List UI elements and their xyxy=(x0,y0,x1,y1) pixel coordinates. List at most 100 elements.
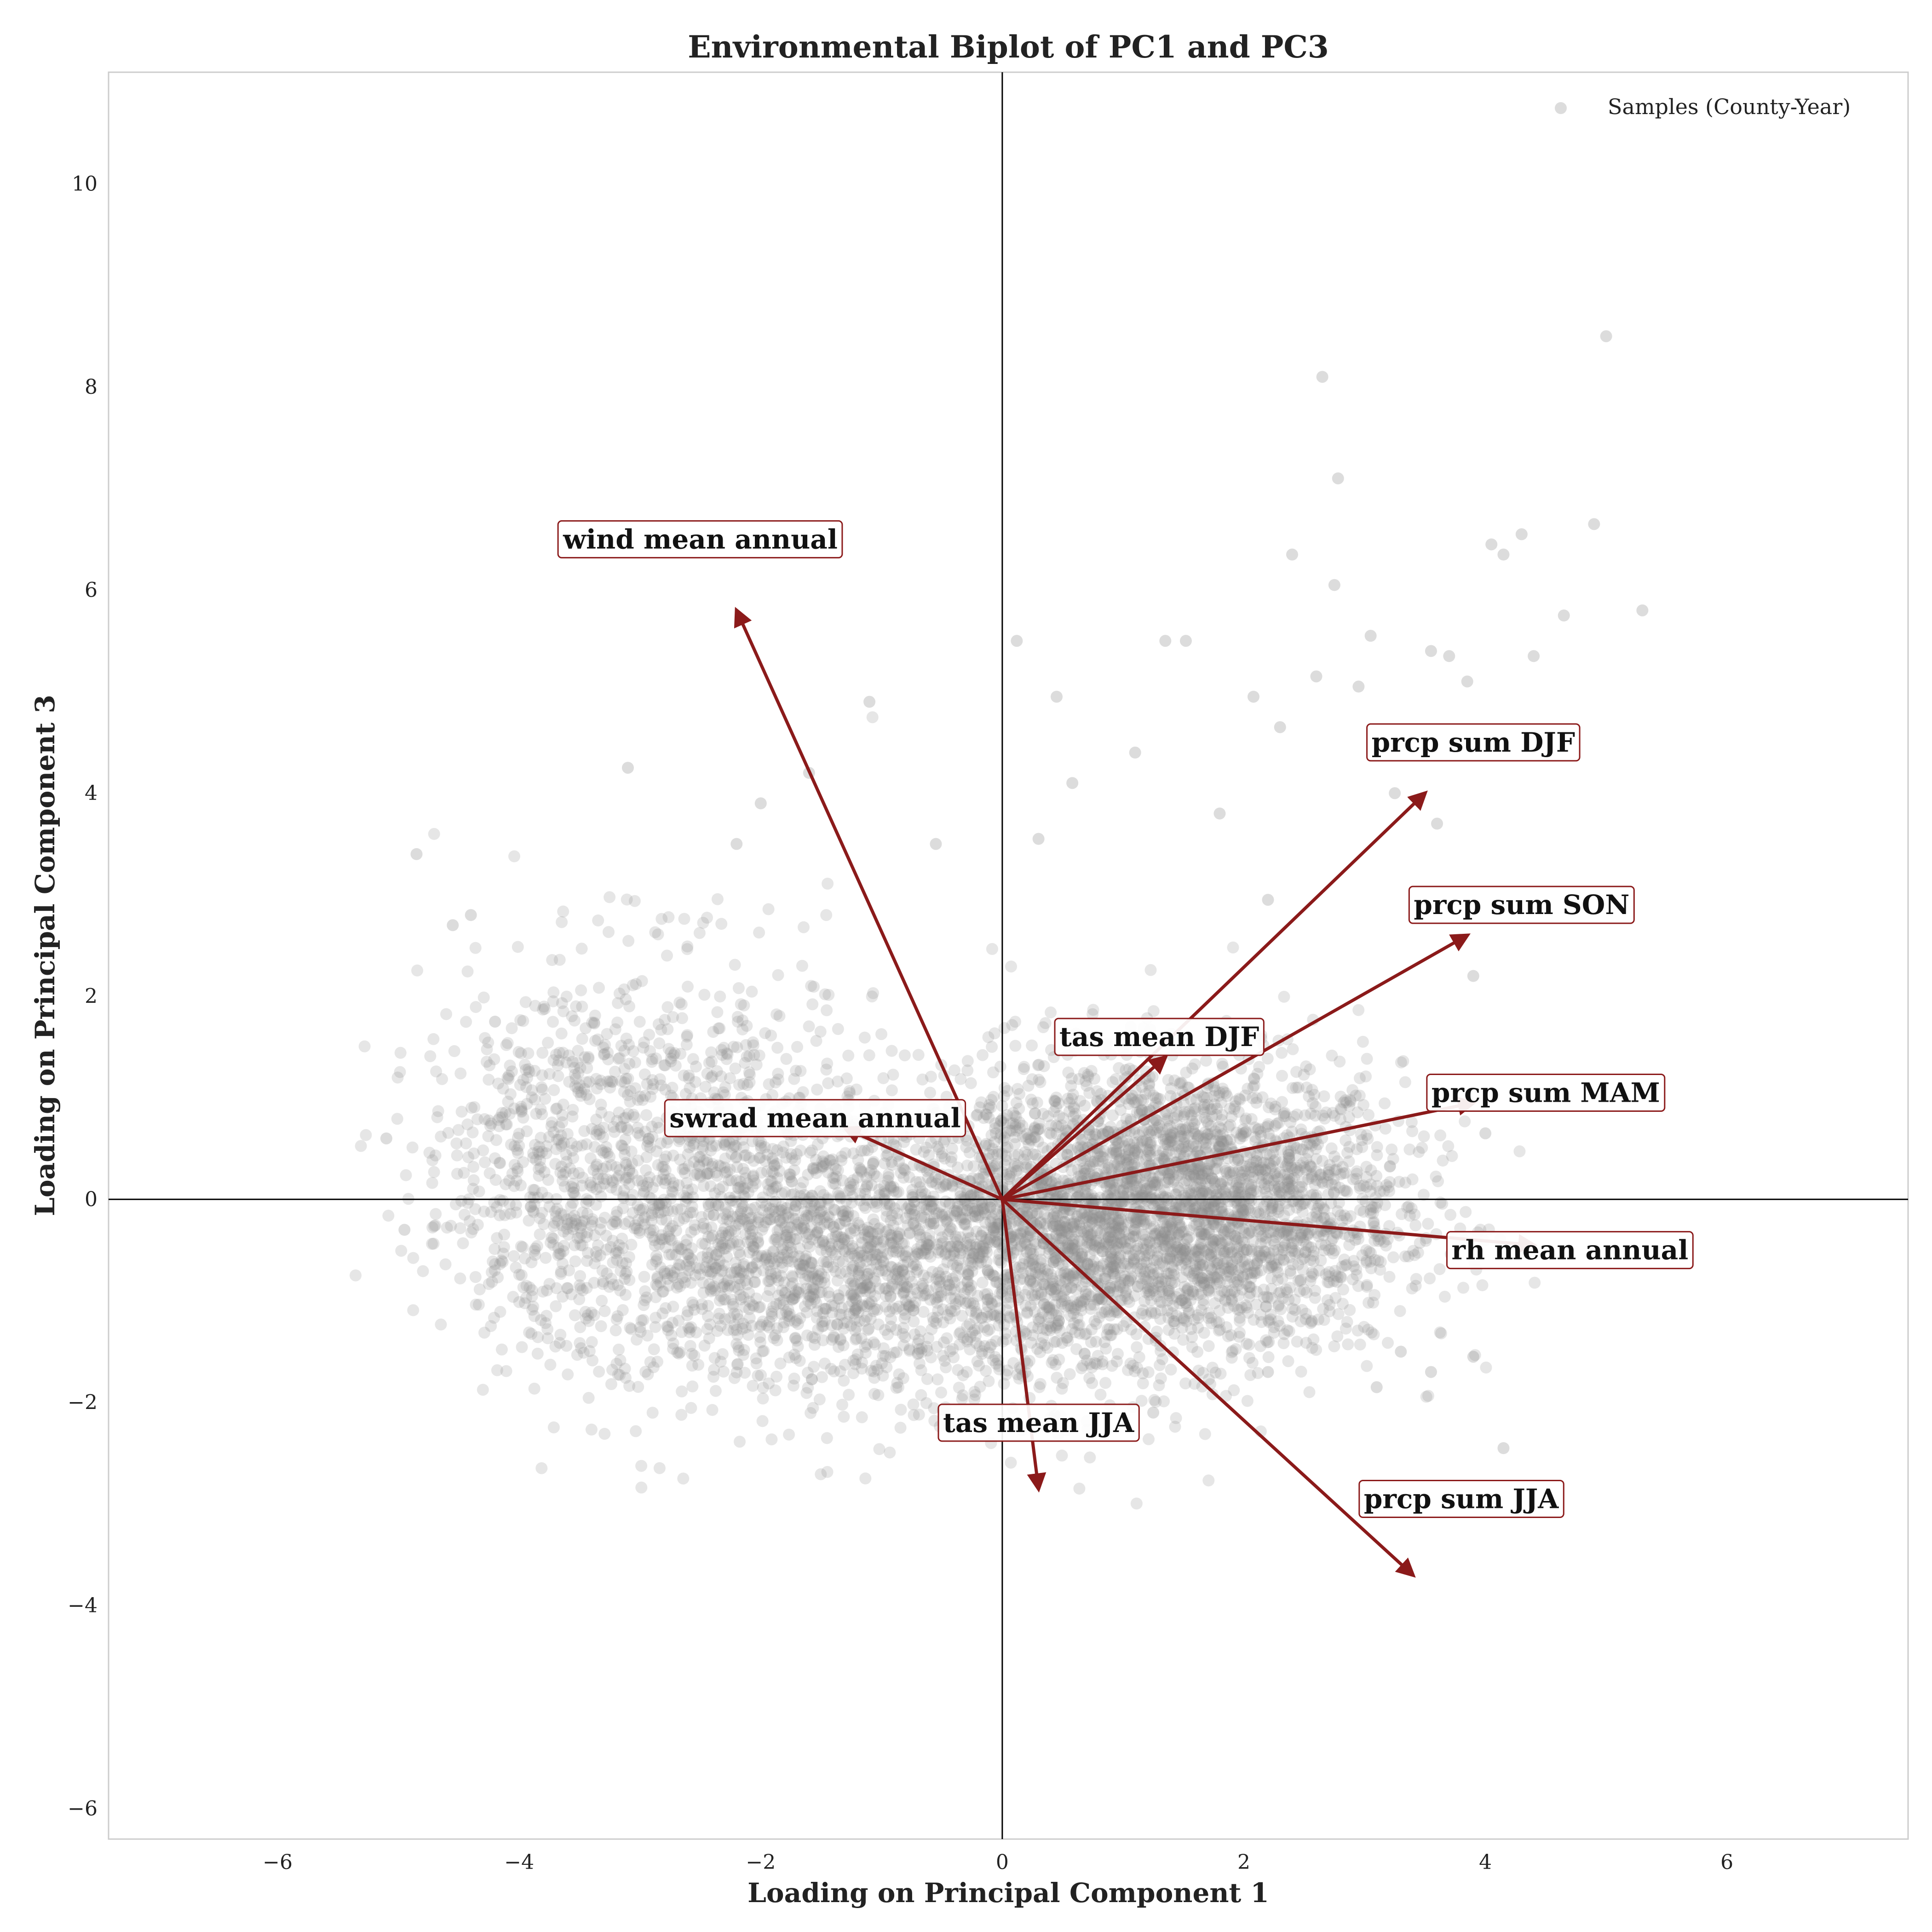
sample-point xyxy=(1341,1316,1353,1328)
sample-point xyxy=(1420,1391,1432,1403)
sample-point xyxy=(678,913,690,925)
sample-point xyxy=(1170,1243,1182,1255)
sample-point xyxy=(1457,1282,1469,1294)
sample-point xyxy=(1190,1114,1202,1126)
sample-point xyxy=(1060,1220,1072,1233)
sample-point xyxy=(1183,1175,1196,1188)
sample-point xyxy=(1343,1141,1356,1153)
sample-point xyxy=(1179,1281,1191,1293)
sample-point xyxy=(1173,1198,1185,1211)
sample-point xyxy=(924,1087,936,1099)
sample-point xyxy=(1354,1338,1366,1351)
sample-point xyxy=(1183,1307,1195,1319)
sample-point xyxy=(1332,1308,1345,1320)
sample-point xyxy=(1204,1187,1216,1199)
sample-point xyxy=(1303,1159,1316,1171)
sample-point xyxy=(980,1365,992,1377)
sample-point xyxy=(1167,1300,1179,1312)
sample-point xyxy=(968,1248,980,1260)
sample-point xyxy=(1259,1236,1271,1248)
sample-point xyxy=(1223,1196,1236,1208)
sample-point xyxy=(1188,1272,1200,1285)
sample-point xyxy=(1241,1268,1254,1280)
sample-point xyxy=(1162,1304,1173,1317)
sample-point xyxy=(1108,1158,1121,1170)
sample-point xyxy=(1317,1303,1329,1315)
sample-point xyxy=(746,985,758,998)
sample-point xyxy=(770,1370,782,1383)
chart-title: Environmental Biplot of PC1 and PC3 xyxy=(688,29,1329,65)
sample-point xyxy=(1156,1217,1169,1229)
sample-point xyxy=(1198,1327,1210,1339)
sample-point xyxy=(879,1157,891,1170)
sample-point xyxy=(1265,1259,1278,1271)
sample-point xyxy=(1183,1184,1196,1197)
sample-point xyxy=(1110,1225,1123,1237)
sample-point xyxy=(1130,1328,1143,1340)
sample-point xyxy=(1255,1156,1267,1168)
sample-point xyxy=(1161,1112,1173,1125)
sample-point xyxy=(1185,1160,1197,1173)
sample-point xyxy=(1194,1237,1207,1250)
sample-point xyxy=(962,1276,974,1288)
sample-point xyxy=(1202,1128,1214,1140)
sample-point xyxy=(1033,1381,1046,1393)
sample-point xyxy=(980,1234,993,1246)
sample-point xyxy=(1144,1128,1156,1141)
sample-point xyxy=(1108,1268,1121,1280)
sample-point xyxy=(1235,1261,1247,1274)
sample-point xyxy=(1430,1170,1442,1183)
sample-point xyxy=(838,1374,850,1387)
sample-point xyxy=(1095,1088,1107,1100)
sample-point xyxy=(1187,1192,1199,1205)
sample-point xyxy=(1225,1169,1237,1181)
sample-point xyxy=(1275,1303,1287,1316)
sample-point xyxy=(887,1245,899,1258)
sample-point xyxy=(1162,1216,1174,1229)
sample-point xyxy=(1143,1085,1156,1097)
sample-point xyxy=(1086,1377,1098,1389)
sample-point xyxy=(979,1208,992,1220)
sample-point xyxy=(1017,1225,1029,1237)
sample-point xyxy=(995,1114,1007,1127)
sample-point xyxy=(1175,1294,1187,1306)
sample-point xyxy=(1087,1004,1099,1016)
sample-point xyxy=(1093,1290,1105,1303)
sample-point xyxy=(1165,1228,1178,1241)
sample-point xyxy=(1233,1331,1245,1343)
sample-point xyxy=(1367,1296,1380,1309)
sample-point xyxy=(1159,1275,1172,1287)
sample-point xyxy=(1215,1135,1228,1148)
sample-point xyxy=(1153,1235,1166,1247)
sample-point xyxy=(1204,1133,1216,1145)
sample-point xyxy=(1086,1194,1098,1207)
sample-point xyxy=(1156,1152,1168,1165)
sample-point xyxy=(1387,1251,1399,1264)
sample-point xyxy=(1222,1330,1234,1342)
sample-point xyxy=(927,1217,939,1230)
sample-point xyxy=(1038,1208,1051,1221)
sample-point xyxy=(1298,1069,1310,1081)
sample-point xyxy=(1418,1130,1430,1143)
sample-point xyxy=(1360,1256,1373,1269)
sample-point xyxy=(1197,1298,1210,1311)
sample-point xyxy=(1117,1191,1129,1204)
sample-point xyxy=(1197,1167,1209,1179)
sample-point xyxy=(1153,1150,1165,1162)
sample-point xyxy=(1198,1101,1210,1113)
sample-point xyxy=(916,1073,929,1086)
sample-point xyxy=(1230,1235,1243,1247)
sample-point xyxy=(1215,1135,1228,1148)
sample-point xyxy=(1078,1183,1091,1195)
sample-point xyxy=(1094,1191,1106,1204)
sample-point xyxy=(1237,1271,1249,1284)
sample-point xyxy=(987,1270,1000,1282)
sample-point xyxy=(1217,1060,1229,1073)
sample-point xyxy=(1091,1358,1103,1370)
sample-point xyxy=(1352,1004,1365,1016)
sample-point xyxy=(1150,1092,1162,1104)
sample-point xyxy=(1360,1070,1372,1083)
sample-point xyxy=(1409,1219,1422,1231)
sample-point xyxy=(1166,1195,1178,1207)
